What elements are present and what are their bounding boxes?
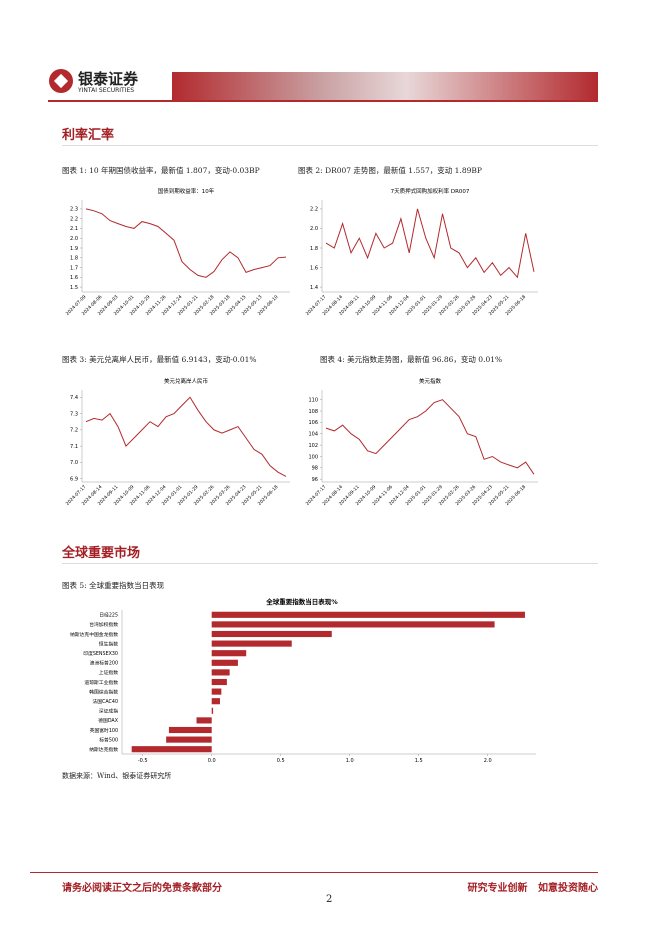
y-tick-label: 108: [308, 409, 318, 415]
y-tick-label: 7.4: [70, 395, 78, 401]
y-tick-label: 1.9: [70, 246, 78, 252]
y-tick-label: 上证指数: [99, 669, 118, 676]
y-tick-label: 1.6: [70, 275, 78, 281]
y-tick-label: 韩国综合指数: [89, 688, 118, 695]
chart-title: 全球重要指数当日表现%: [265, 597, 338, 606]
bar: [211, 630, 332, 638]
footer-left: 请务必阅读正文之后的免责条款部分: [62, 883, 222, 894]
x-tick-label: 1.5: [415, 758, 423, 764]
section-rule: [62, 145, 598, 146]
y-tick-label: 德国DAX: [98, 717, 118, 724]
bar: [211, 621, 495, 628]
y-tick-label: 标普500: [99, 736, 118, 743]
y-tick-label: 96: [312, 477, 318, 483]
caption: 图表 4: 美元指数走势图，最新值 96.86，变动 0.01%: [320, 355, 503, 364]
section-title: 利率汇率: [62, 128, 115, 143]
y-tick-label: 6.9: [70, 477, 78, 483]
y-tick-label: 1.8: [310, 246, 318, 252]
chart: 美元兑离岸人民币6.97.07.17.27.37.42024-07-172024…: [65, 377, 290, 507]
footer-right: 研究专业创新 如意投资随心: [467, 883, 598, 894]
section-title: 全球重要市场: [62, 546, 141, 561]
x-tick-label: -0.5: [138, 758, 148, 764]
chart: 国债到期收益率：10年1.51.61.71.81.92.02.12.22.320…: [65, 187, 290, 317]
y-tick-label: 2.0: [70, 236, 78, 242]
footer-rule: [30, 872, 598, 873]
caption: 图表 1: 10 年期国债收益率，最新值 1.807，变动-0.03BP: [62, 166, 260, 175]
bar: [211, 650, 247, 657]
y-tick-label: 7.1: [70, 444, 78, 450]
caption: 图表 2: DR007 走势图，最新值 1.557，变动 1.89BP: [298, 166, 482, 175]
bar: [211, 611, 525, 618]
line-series: [325, 208, 535, 279]
y-tick-label: 纳斯达克中国金龙指数: [70, 631, 118, 638]
chart: 7天质押式回购加权利率 DR0071.41.61.82.02.22024-07-…: [305, 187, 538, 317]
y-tick-label: 2.2: [70, 216, 78, 222]
header: 银泰证券 YINTAI SECURITIES: [0, 62, 662, 104]
y-tick-label: 印度SENSEX30: [83, 650, 118, 657]
logo-text: 银泰证券: [78, 70, 139, 88]
y-tick-label: 纳斯达克指数: [89, 746, 118, 753]
header-rule: [48, 100, 598, 102]
y-tick-label: 2.2: [310, 207, 318, 213]
chart-title: 国债到期收益率：10年: [158, 187, 215, 195]
bar: [168, 726, 212, 734]
chart-title: 7天质押式回购加权利率 DR007: [391, 187, 470, 195]
chart: 全球重要指数当日表现% -0.5 0.0 0.5 1.0 1.5 2.0 日经225 台湾加权指…: [70, 597, 536, 764]
bar: [211, 707, 214, 714]
chart: 美元指数96981001021041061081102024-07-172024…: [305, 377, 538, 507]
bar: [211, 669, 230, 676]
y-tick-label: 98: [312, 466, 318, 472]
y-tick-label: 法国CAC40: [92, 698, 118, 705]
line-series: [85, 396, 287, 477]
y-tick-label: 110: [308, 397, 318, 403]
y-tick-label: 1.6: [310, 265, 318, 271]
y-tick-label: 1.7: [70, 265, 78, 271]
bar: [211, 678, 227, 686]
y-tick-label: 台湾加权指数: [89, 621, 118, 628]
chart-title: 美元指数: [419, 377, 442, 385]
y-tick-label: 7.3: [70, 411, 78, 417]
y-tick-label: 104: [308, 432, 318, 438]
bar: [211, 688, 222, 695]
chart-title: 美元兑离岸人民币: [164, 377, 209, 385]
y-tick-label: 日经225: [99, 612, 118, 619]
y-tick-label: 100: [308, 454, 318, 460]
line-series: [325, 399, 535, 475]
x-tick-label: 1.0: [346, 758, 354, 764]
y-tick-label: 2.1: [70, 226, 78, 232]
caption: 图表 5: 全球重要指数当日表现: [62, 581, 165, 590]
source: 数据来源：Wind、银泰证券研究所: [62, 772, 172, 780]
y-tick-label: 7.0: [70, 460, 78, 466]
banner: [172, 72, 598, 100]
caption: 图表 3: 美元兑离岸人民币，最新值 6.9143，变动-0.01%: [62, 355, 257, 364]
y-tick-label: 深证成指: [99, 708, 118, 715]
y-tick-label: 道琼斯工业指数: [84, 679, 118, 686]
logo-icon: [49, 69, 73, 93]
bar: [166, 736, 212, 743]
bar: [211, 640, 292, 647]
y-tick-label: 1.5: [70, 285, 78, 291]
y-tick-label: 2.3: [70, 207, 78, 213]
logo-en: YINTAI SECURITIES: [78, 87, 135, 94]
y-tick-label: 106: [308, 420, 318, 426]
y-tick-label: 102: [308, 443, 318, 449]
y-tick-label: 1.8: [70, 256, 78, 262]
y-tick-label: 恒生指数: [99, 640, 118, 647]
y-tick-label: 1.4: [310, 285, 318, 291]
bar: [211, 698, 220, 705]
x-tick-label: 0.0: [208, 758, 216, 764]
bar: [196, 717, 212, 724]
x-tick-label: 2.0: [484, 758, 492, 764]
y-tick-label: 英国富时100: [90, 727, 118, 734]
line-series: [85, 208, 287, 278]
bar: [211, 659, 238, 666]
page-number: 2: [326, 894, 333, 905]
bar: [131, 746, 212, 753]
y-tick-label: 2.0: [310, 226, 318, 232]
y-tick-label: 7.2: [70, 428, 78, 434]
x-tick-label: 0.5: [277, 758, 285, 764]
section-rule: [62, 563, 598, 564]
y-tick-label: 澳洲标普200: [90, 660, 118, 667]
